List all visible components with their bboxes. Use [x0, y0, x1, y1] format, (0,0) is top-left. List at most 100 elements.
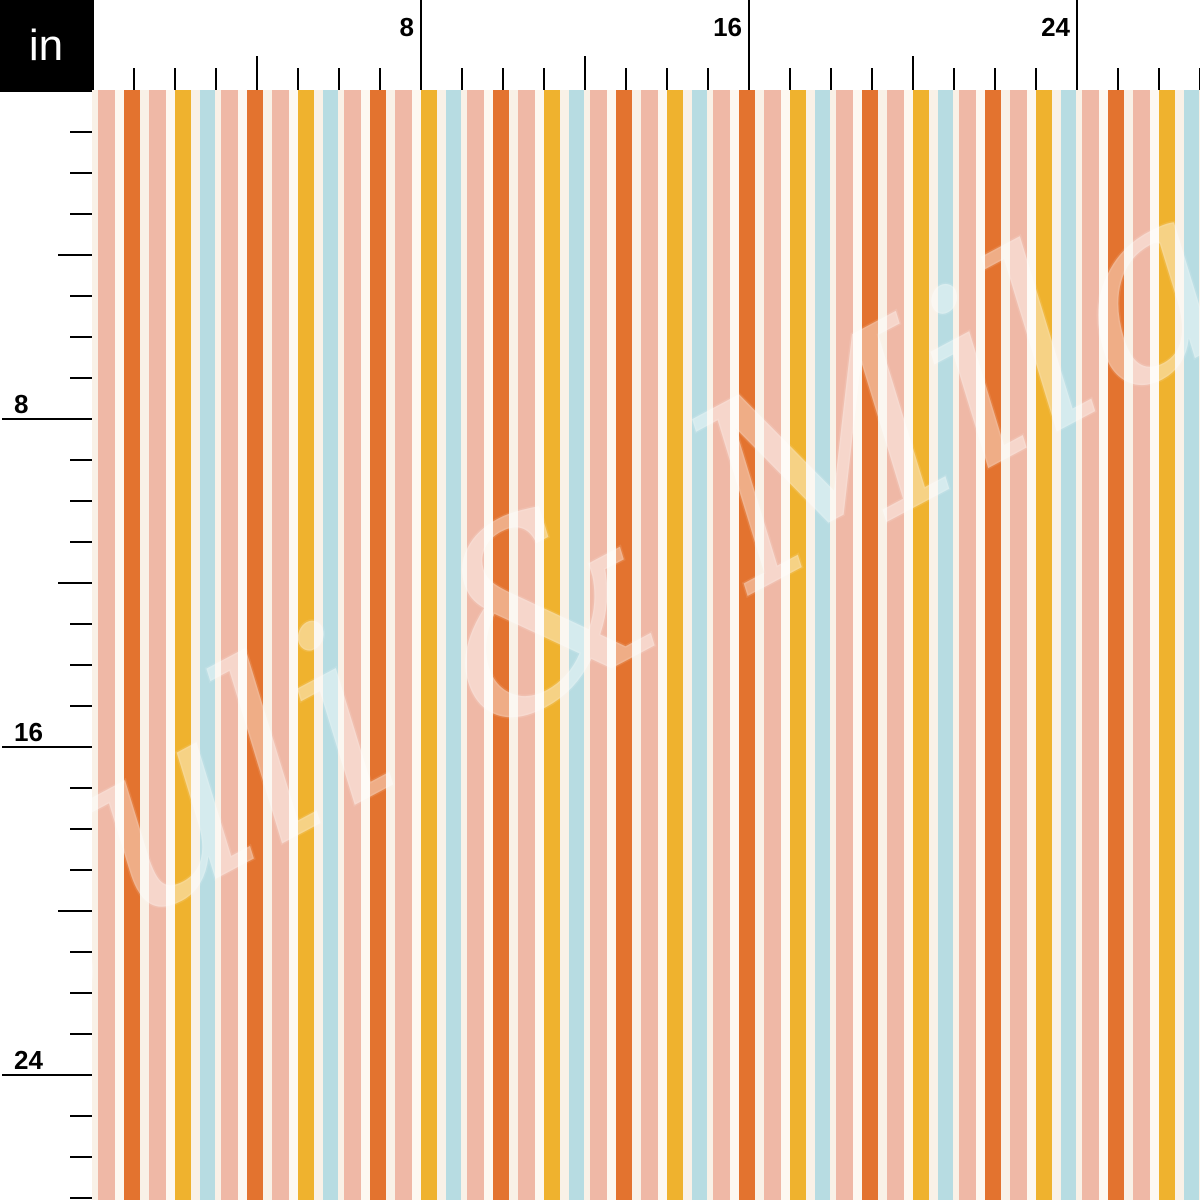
stripe [1159, 90, 1176, 1200]
left-ruler-label: 24 [14, 1045, 43, 1075]
top-ruler-label: 16 [713, 12, 742, 42]
left-ruler-tick-minor [70, 213, 92, 215]
left-ruler-label: 8 [14, 389, 29, 419]
left-ruler-tick-minor [70, 992, 92, 994]
stripe [959, 90, 977, 1200]
stripe [1150, 90, 1160, 1200]
left-ruler-tick-minor [70, 336, 92, 338]
fabric-area[interactable]: Juli & Mila [92, 90, 1200, 1200]
top-ruler-tick-minor [297, 68, 299, 90]
left-ruler-tick-minor [70, 172, 92, 174]
top-ruler-tick-minor [215, 68, 217, 90]
left-ruler-tick-minor [70, 500, 92, 502]
stripe [569, 90, 585, 1200]
top-ruler-tick-medium [256, 56, 258, 90]
stripe [437, 90, 447, 1200]
left-ruler-tick-minor [70, 1115, 92, 1117]
stripe [755, 90, 765, 1200]
top-ruler-tick-minor [871, 68, 873, 90]
stripe [98, 90, 116, 1200]
top-ruler-tick-minor [133, 68, 135, 90]
top-ruler-tick-minor [338, 68, 340, 90]
stripe [338, 90, 345, 1200]
stripe [853, 90, 863, 1200]
stripe [272, 90, 290, 1200]
top-ruler-tick-major [92, 0, 94, 90]
stripe [149, 90, 167, 1200]
stripe [115, 90, 125, 1200]
stripe [806, 90, 816, 1200]
top-ruler-tick-minor [666, 68, 668, 90]
top-ruler-tick-minor [1158, 68, 1160, 90]
top-ruler-tick-minor [174, 68, 176, 90]
stripe [1175, 90, 1185, 1200]
stripe [1184, 90, 1200, 1200]
stripe [1027, 90, 1037, 1200]
stripe [467, 90, 485, 1200]
stripe-pattern [92, 90, 1200, 1200]
stripe [1124, 90, 1134, 1200]
stripe [929, 90, 939, 1200]
left-ruler-tick-minor [70, 705, 92, 707]
stripe [421, 90, 438, 1200]
left-ruler-tick-minor [70, 131, 92, 133]
stripe [361, 90, 371, 1200]
top-ruler-tick-minor [994, 68, 996, 90]
left-ruler-tick-minor [70, 664, 92, 666]
stripe [298, 90, 315, 1200]
stripe [323, 90, 339, 1200]
stripe [175, 90, 192, 1200]
left-ruler-tick-minor [70, 295, 92, 297]
stripe [544, 90, 561, 1200]
stripe [263, 90, 273, 1200]
stripe [370, 90, 387, 1200]
stripe [815, 90, 831, 1200]
top-ruler-tick-minor [502, 68, 504, 90]
left-ruler-tick-minor [70, 951, 92, 953]
stripe [166, 90, 176, 1200]
stripe [461, 90, 468, 1200]
stripe [1082, 90, 1100, 1200]
stripe [1010, 90, 1028, 1200]
top-ruler-tick-minor [625, 68, 627, 90]
stripe [683, 90, 693, 1200]
top-ruler-tick-minor [1035, 68, 1037, 90]
stripe [1133, 90, 1151, 1200]
stripe [412, 90, 422, 1200]
stripe [607, 90, 617, 1200]
stripe [1052, 90, 1062, 1200]
stripe [535, 90, 545, 1200]
stripe [730, 90, 740, 1200]
left-ruler-tick-minor [70, 459, 92, 461]
stripe [739, 90, 756, 1200]
top-ruler: 8 16 24 [0, 0, 1200, 90]
stripe [667, 90, 684, 1200]
top-ruler-tick-minor [953, 68, 955, 90]
stripe [200, 90, 216, 1200]
left-ruler-tick-minor [70, 828, 92, 830]
stripe [1099, 90, 1109, 1200]
left-ruler-tick-major [2, 418, 92, 420]
top-ruler-tick-minor [379, 68, 381, 90]
unit-badge-label: in [28, 21, 64, 70]
stripe [658, 90, 668, 1200]
unit-badge[interactable]: in [0, 0, 92, 92]
top-ruler-tick-major [420, 0, 422, 90]
left-ruler-tick-medium [58, 582, 92, 584]
stripe [862, 90, 879, 1200]
stripe [904, 90, 914, 1200]
stripe [560, 90, 570, 1200]
top-ruler-label: 8 [399, 12, 414, 42]
left-ruler-tick-major [2, 746, 92, 748]
left-ruler: 8 16 24 [0, 0, 92, 1200]
stripe [1036, 90, 1053, 1200]
left-ruler-tick-medium [58, 254, 92, 256]
stripe [1061, 90, 1077, 1200]
stripe [344, 90, 362, 1200]
stripe [289, 90, 299, 1200]
stripe [238, 90, 248, 1200]
top-ruler-tick-major [1076, 0, 1078, 90]
stripe [1108, 90, 1125, 1200]
top-ruler-tick-minor [789, 68, 791, 90]
stripe [221, 90, 239, 1200]
